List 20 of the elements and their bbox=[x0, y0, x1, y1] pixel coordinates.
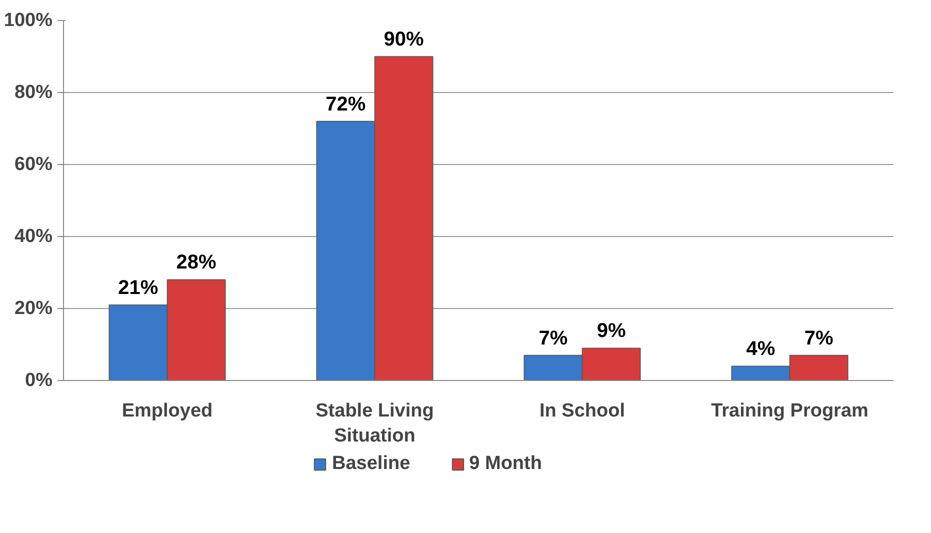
y-tick-label: 0% bbox=[25, 370, 53, 391]
x-tick-label: Stable Living Situation bbox=[316, 400, 434, 447]
y-tick-label: 60% bbox=[14, 154, 53, 175]
x-tick-label: Training Program bbox=[711, 400, 868, 422]
legend-label: Baseline bbox=[332, 453, 410, 475]
x-tick-label: Employed bbox=[122, 400, 213, 422]
y-tick-label: 40% bbox=[14, 226, 53, 247]
data-label: 9% bbox=[596, 320, 626, 342]
data-label: 72% bbox=[326, 93, 366, 116]
data-label: 7% bbox=[804, 327, 834, 350]
y-tick-label: 20% bbox=[14, 298, 53, 319]
data-label: 7% bbox=[538, 327, 568, 350]
data-label: 21% bbox=[118, 276, 158, 299]
y-tick-label: 80% bbox=[14, 82, 53, 103]
x-tick-label: In School bbox=[540, 400, 625, 422]
data-label: 4% bbox=[746, 338, 776, 360]
legend-label: 9 Month bbox=[469, 453, 542, 475]
y-tick-label: 100% bbox=[4, 10, 53, 31]
data-label: 90% bbox=[384, 28, 424, 50]
data-label: 28% bbox=[176, 252, 217, 274]
